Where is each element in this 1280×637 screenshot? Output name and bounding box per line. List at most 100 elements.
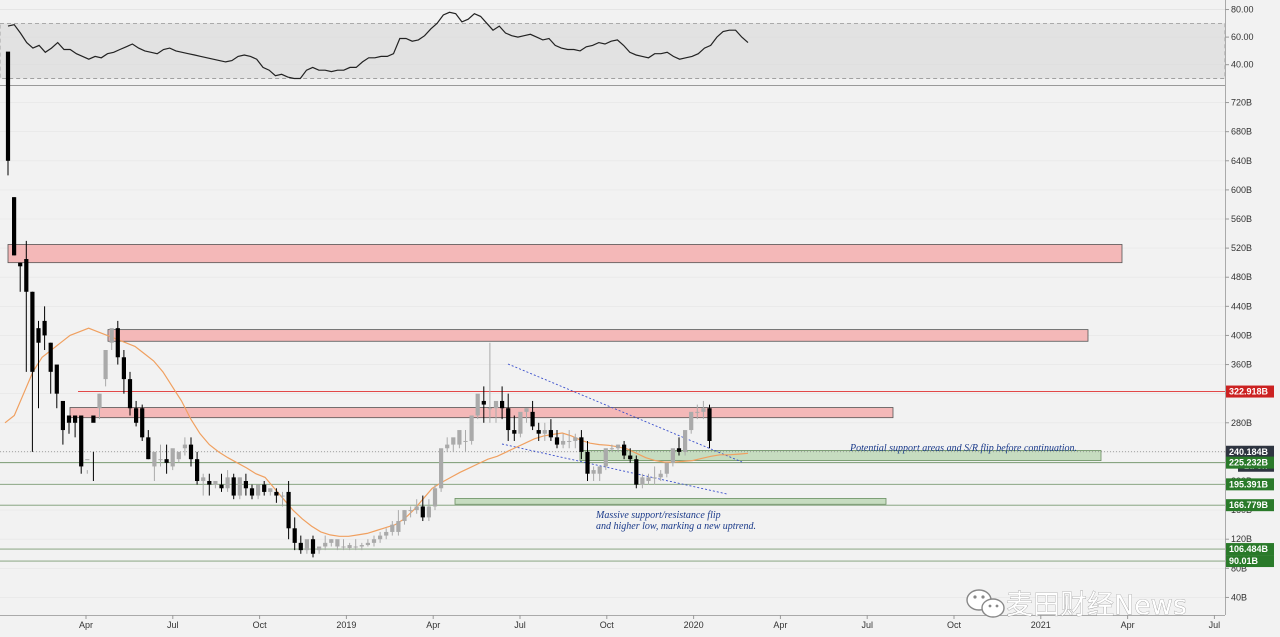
candle <box>182 437 187 456</box>
candle-body <box>268 488 273 492</box>
level-price-tag <box>1226 445 1274 458</box>
time-tick-label: 2019 <box>336 620 356 630</box>
candle-body <box>481 400 486 405</box>
candle-body <box>701 408 706 412</box>
candle-body <box>542 430 547 434</box>
candle <box>493 400 499 423</box>
candle-body <box>615 444 621 449</box>
price-tick-label: 120B <box>1231 534 1252 544</box>
candle-body <box>182 444 187 449</box>
candle <box>225 470 230 492</box>
candle-body <box>195 459 200 481</box>
candle <box>640 473 645 489</box>
candle-body <box>573 437 578 441</box>
candle-body <box>408 510 413 512</box>
candle-body <box>414 506 419 511</box>
level-price-tag-label: 106.484B <box>1229 544 1269 554</box>
candle <box>347 542 352 551</box>
candle-body <box>170 448 175 467</box>
candle <box>54 364 59 409</box>
candle <box>384 528 389 540</box>
candle <box>548 419 553 441</box>
candle <box>176 451 181 463</box>
candle <box>317 546 322 554</box>
candle <box>109 328 114 350</box>
candle-body <box>176 451 181 460</box>
candle <box>323 535 328 551</box>
oscillator-band <box>0 22 1226 79</box>
candle-body <box>286 491 291 529</box>
candle <box>481 386 486 423</box>
candle-body <box>676 448 682 452</box>
candle <box>365 539 370 547</box>
level-price-tag <box>1226 385 1274 398</box>
candle <box>567 430 572 449</box>
candle-body <box>359 545 364 547</box>
candle-body <box>48 342 53 372</box>
candle-body <box>304 539 309 551</box>
candle <box>542 422 547 441</box>
price-tick-label: 680B <box>1231 127 1252 137</box>
candle <box>298 535 303 554</box>
candle <box>310 535 316 558</box>
candle-body <box>628 455 633 460</box>
candle-body <box>12 197 17 256</box>
candle <box>469 415 474 445</box>
time-tick-label: Oct <box>600 620 615 630</box>
candle <box>262 481 267 496</box>
candle <box>561 433 566 449</box>
oscillator-axis-ticks: 80.00 60.00 40.00 <box>1225 5 1254 70</box>
candle-body <box>506 408 511 431</box>
price-tick-label: 600B <box>1231 185 1252 195</box>
candle-body <box>36 328 41 343</box>
candle <box>341 539 346 551</box>
zone-boxes <box>7 244 1123 505</box>
watermark: 麦田财经News <box>966 589 1187 621</box>
candle-body <box>18 262 23 267</box>
candle <box>707 404 712 449</box>
candle-body <box>225 477 230 489</box>
candle-body <box>536 430 541 434</box>
candle-body <box>371 539 377 543</box>
candle-body <box>396 521 401 532</box>
level-price-tag-label: 90.01B <box>1229 556 1259 566</box>
resistance-zone <box>7 244 1123 264</box>
candle-body <box>707 408 712 441</box>
price-tick-label: 440B <box>1231 301 1252 311</box>
price-tick-label: 480B <box>1231 272 1252 282</box>
candle-body <box>152 451 157 467</box>
candle <box>5 51 11 176</box>
candle-body <box>445 444 450 449</box>
candle-body <box>317 546 322 551</box>
candle <box>487 342 492 423</box>
candle-body <box>689 411 694 431</box>
time-tick-label: Oct <box>947 620 962 630</box>
time-axis-ticks: Apr Jul Oct 2019 Apr Jul Oct 2020 Apr Jul Oct 2021 A… <box>79 615 1220 630</box>
time-tick-label: 2020 <box>684 620 704 630</box>
price-tick-label: 720B <box>1231 98 1252 108</box>
candle-body <box>420 506 425 518</box>
level-price-tag-label: 195.391B <box>1229 479 1269 489</box>
candle <box>249 484 255 500</box>
candle <box>231 473 236 500</box>
candle-body <box>30 291 35 372</box>
time-tick-label: Oct <box>253 620 268 630</box>
candle <box>359 542 364 551</box>
candle <box>73 415 78 438</box>
candle-body <box>548 430 553 438</box>
time-tick-label: Apr <box>1121 620 1135 630</box>
candle <box>670 448 675 467</box>
candle-body <box>432 488 438 507</box>
price-tick-label: 360B <box>1231 360 1252 370</box>
candle-body <box>323 542 328 547</box>
candle <box>445 437 450 452</box>
candle-body <box>73 415 78 423</box>
candle <box>414 499 419 514</box>
candle-body <box>127 379 133 409</box>
candle <box>18 262 23 292</box>
candle-body <box>310 539 316 554</box>
level-price-tag-label: 225.232B <box>1229 458 1269 468</box>
candle <box>274 488 279 503</box>
